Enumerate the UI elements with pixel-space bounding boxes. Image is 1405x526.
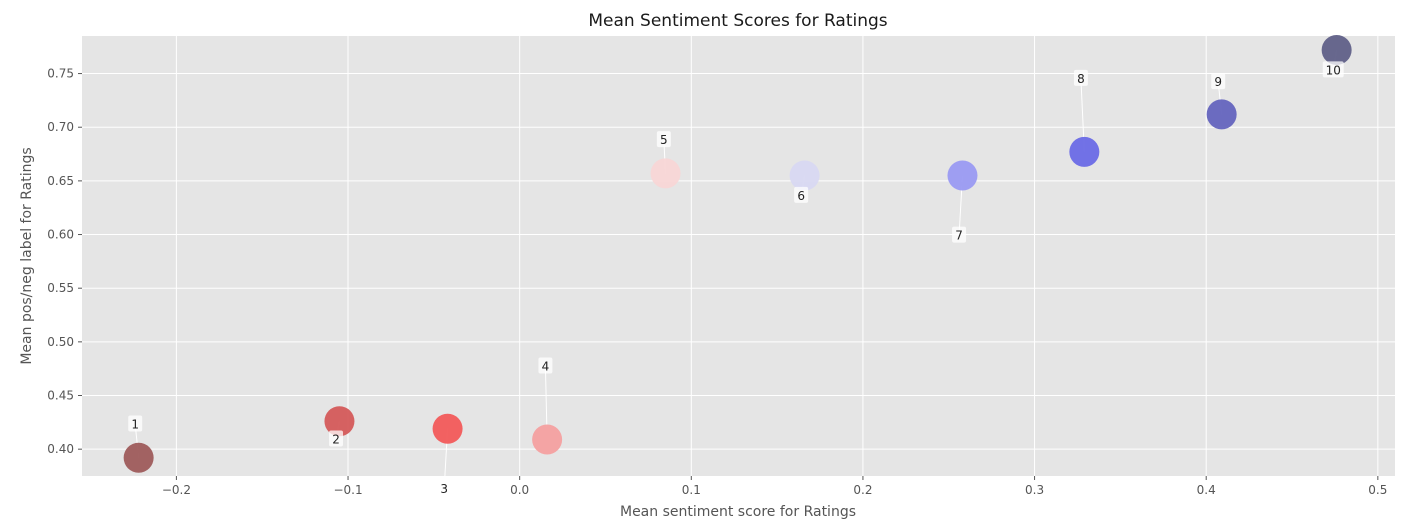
y-tick-label: 0.40	[47, 442, 74, 456]
x-tick-label: 0.0	[510, 483, 529, 497]
point-label-box	[1322, 61, 1344, 78]
x-tick-label: −0.2	[162, 483, 191, 497]
point-label-box	[1073, 69, 1088, 86]
point-label: 2	[332, 433, 340, 447]
y-tick-label: 0.60	[47, 228, 74, 242]
scatter-point	[1069, 136, 1100, 167]
point-label: 7	[955, 229, 963, 243]
x-axis-label: Mean sentiment score for Ratings	[620, 504, 856, 520]
scatter-point	[324, 406, 355, 437]
x-tick-label: 0.5	[1368, 483, 1387, 497]
y-axis-label: Mean pos/neg label for Ratings	[19, 147, 35, 364]
x-tick-label: 0.3	[1025, 483, 1044, 497]
point-label: 5	[660, 133, 668, 147]
scatter-point	[650, 158, 681, 189]
y-tick-label: 0.50	[47, 335, 74, 349]
x-tick-label: 0.1	[682, 483, 701, 497]
x-axis-ticks: −0.2 −0.1 0.0 0.1 0.2 0.3 0.4 0.5	[162, 476, 1387, 497]
scatter-point	[789, 160, 820, 191]
data-points	[123, 34, 1352, 489]
point-label: 10	[1326, 63, 1341, 77]
scatter-point	[532, 424, 563, 455]
x-tick-label: 0.4	[1197, 483, 1216, 497]
y-tick-label: 0.70	[47, 120, 74, 134]
y-tick-label: 0.45	[47, 389, 74, 403]
x-tick-label: 0.2	[853, 483, 872, 497]
x-tick-label: −0.1	[333, 483, 362, 497]
point-label-box	[656, 131, 671, 148]
point-label-box	[1211, 73, 1226, 90]
y-axis-ticks: 0.40 0.45 0.50 0.55 0.60 0.65 0.70 0.75	[47, 67, 82, 456]
point-label-box	[794, 186, 809, 203]
point-label: 3	[440, 482, 448, 496]
scatter-point	[123, 442, 154, 473]
point-label-box	[538, 357, 553, 374]
plot-area	[82, 36, 1395, 476]
scatter-point	[947, 160, 978, 191]
point-label: 1	[131, 417, 139, 431]
y-tick-label: 0.55	[47, 281, 74, 295]
point-label: 6	[797, 189, 805, 203]
scatter-point	[1321, 34, 1352, 65]
point-label: 9	[1214, 75, 1222, 89]
point-label-box	[437, 479, 452, 496]
y-tick-label: 0.75	[47, 67, 74, 81]
point-label: 4	[542, 360, 550, 374]
scatter-point	[432, 413, 463, 444]
point-label: 8	[1077, 72, 1085, 86]
chart-title: Mean Sentiment Scores for Ratings	[588, 11, 887, 31]
grid-lines	[82, 36, 1395, 476]
point-label-box	[329, 430, 344, 447]
y-tick-label: 0.65	[47, 174, 74, 188]
scatter-point	[1206, 99, 1237, 130]
point-label-box	[952, 226, 967, 243]
point-labels: 1 2 3 4 5 6 7 8 9 10	[128, 61, 1344, 496]
point-label-box	[128, 415, 143, 432]
